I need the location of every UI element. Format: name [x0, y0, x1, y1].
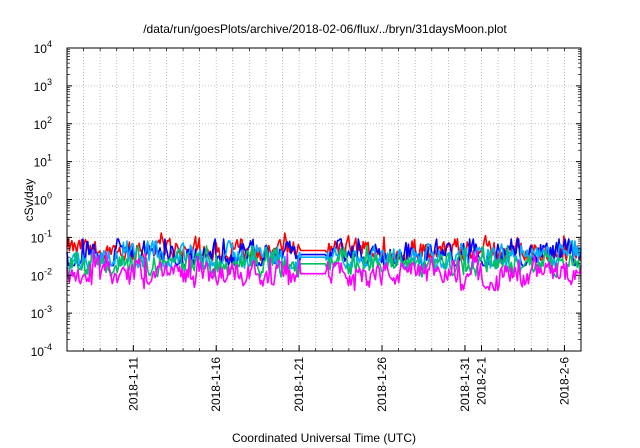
y-tick-base: 10	[31, 307, 45, 321]
y-tick-label: 10-2	[31, 266, 52, 283]
plot-series	[66, 232, 582, 292]
y-tick-exponent: 3	[47, 77, 52, 87]
x-tick-label: 2018-1-16	[209, 357, 223, 412]
y-tick-base: 10	[34, 194, 48, 208]
y-tick-exponent: -2	[44, 266, 52, 276]
y-tick-label: 104	[34, 39, 52, 56]
y-tick-label: 103	[34, 77, 52, 94]
y-tick-base: 10	[34, 156, 48, 170]
y-tick-label: 100	[34, 191, 52, 208]
grid	[67, 48, 581, 351]
y-tick-exponent: -4	[44, 342, 52, 352]
y-tick-base: 10	[34, 118, 48, 132]
y-tick-label: 10-4	[31, 342, 52, 359]
y-axis-label: cSv/day	[22, 179, 36, 222]
y-tick-exponent: 1	[47, 153, 52, 163]
y-tick-exponent: -1	[44, 228, 52, 238]
y-tick-exponent: 0	[47, 191, 52, 201]
x-tick-label: 2018-1-11	[126, 357, 140, 411]
x-tick-label: 2018-2-6	[557, 357, 571, 405]
series-line	[66, 245, 582, 278]
x-axis-label: Coordinated Universal Time (UTC)	[232, 431, 416, 445]
y-tick-base: 10	[34, 80, 48, 94]
y-tick-base: 10	[34, 42, 48, 56]
plot-frame	[66, 47, 582, 352]
y-tick-exponent: 4	[47, 39, 52, 49]
y-tick-label: 10-3	[31, 304, 52, 321]
y-tick-exponent: 2	[47, 115, 52, 125]
y-tick-exponent: -3	[44, 304, 52, 314]
chart-title: /data/run/goesPlots/archive/2018-02-06/f…	[143, 22, 507, 36]
y-tick-label: 10-1	[31, 228, 52, 245]
y-tick-base: 10	[31, 345, 45, 359]
x-tick-label: 2018-2-1	[475, 357, 489, 405]
y-tick-label: 102	[34, 115, 52, 132]
series-line	[66, 249, 582, 292]
y-tick-label: 101	[34, 153, 52, 170]
x-tick-label: 2018-1-31	[458, 357, 472, 412]
x-tick-label: 2018-1-21	[292, 357, 306, 412]
x-axis: 2018-1-11 2018-1-16 2018-1-21 2018-1-26 2018…	[83, 48, 571, 412]
x-tick-label: 2018-1-26	[375, 357, 389, 412]
y-tick-base: 10	[31, 231, 45, 245]
y-tick-base: 10	[31, 269, 45, 283]
series-line	[66, 240, 582, 270]
